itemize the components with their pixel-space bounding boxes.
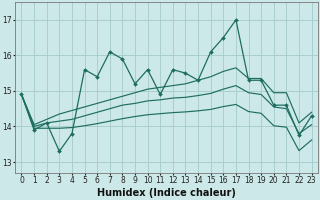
- X-axis label: Humidex (Indice chaleur): Humidex (Indice chaleur): [97, 188, 236, 198]
